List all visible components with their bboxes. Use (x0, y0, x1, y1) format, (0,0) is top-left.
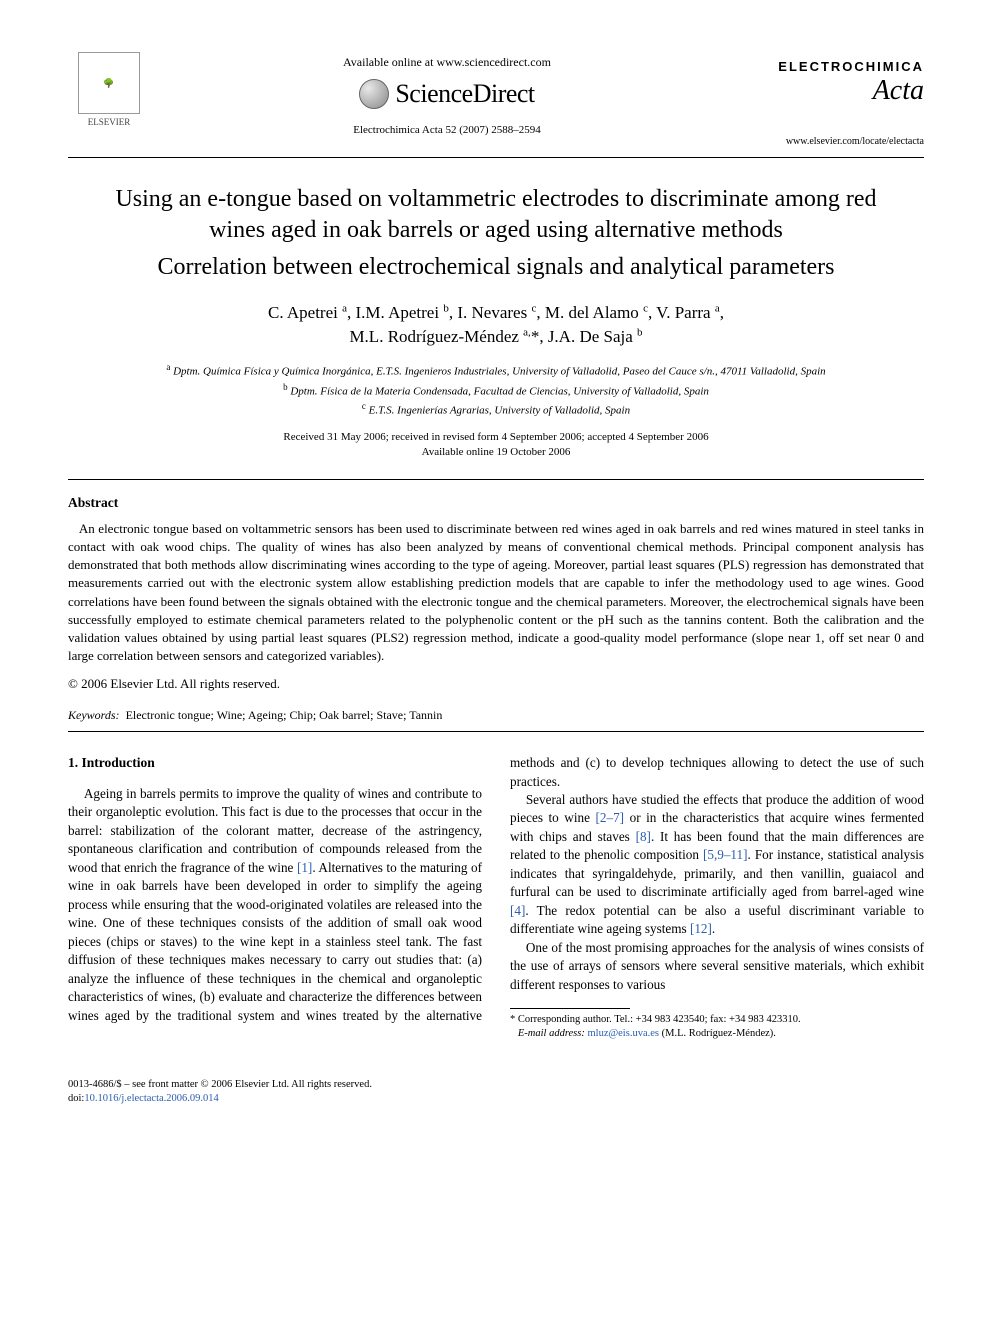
citation-5-9-11[interactable]: [5,9–11] (703, 847, 748, 862)
citation-1[interactable]: [1] (297, 860, 312, 875)
sd-brand-text: ScienceDirect (395, 76, 534, 111)
journal-url: www.elsevier.com/locate/electacta (744, 135, 924, 149)
corresponding-email-line: E-mail address: mluz@eis.uva.es (M.L. Ro… (510, 1027, 924, 1041)
citation-2-7[interactable]: [2–7] (595, 810, 624, 825)
sd-ball-icon (359, 79, 389, 109)
body-columns: 1. Introduction Ageing in barrels permit… (68, 754, 924, 1042)
affiliation-a: a Dptm. Química Física y Química Inorgán… (68, 361, 924, 381)
online-date: Available online 19 October 2006 (68, 445, 924, 460)
journal-name-script: Acta (744, 72, 924, 110)
doi-line: doi:10.1016/j.electacta.2006.09.014 (68, 1092, 924, 1106)
keywords-list: Electronic tongue; Wine; Ageing; Chip; O… (126, 708, 443, 722)
issn-line: 0013-4686/$ – see front matter © 2006 El… (68, 1078, 924, 1092)
corresponding-author: * Corresponding author. Tel.: +34 983 42… (510, 1013, 924, 1027)
authors: C. Apetrei a, I.M. Apetrei b, I. Nevares… (68, 301, 924, 349)
abstract-bottom-rule (68, 731, 924, 732)
journal-reference: Electrochimica Acta 52 (2007) 2588–2594 (150, 123, 744, 138)
affiliation-b: b Dptm. Física de la Materia Condensada,… (68, 381, 924, 401)
affiliations: a Dptm. Química Física y Química Inorgán… (68, 361, 924, 420)
intro-para-2: Several authors have studied the effects… (510, 791, 924, 939)
abstract-body: An electronic tongue based on voltammetr… (68, 520, 924, 666)
keywords-label: Keywords: (68, 708, 120, 722)
article-title: Using an e-tongue based on voltammetric … (108, 184, 884, 246)
email-link[interactable]: mluz@eis.uva.es (587, 1028, 659, 1039)
doi-link[interactable]: 10.1016/j.electacta.2006.09.014 (84, 1093, 218, 1104)
center-header: Available online at www.sciencedirect.co… (150, 52, 744, 138)
citation-12[interactable]: [12] (690, 921, 712, 936)
sciencedirect-logo: ScienceDirect (150, 76, 744, 111)
abstract-heading: Abstract (68, 494, 924, 512)
available-online-text: Available online at www.sciencedirect.co… (150, 54, 744, 70)
keywords-line: Keywords: Electronic tongue; Wine; Agein… (68, 707, 924, 723)
publisher-name: ELSEVIER (68, 116, 150, 128)
intro-para-3: One of the most promising approaches for… (510, 939, 924, 994)
journal-logo-block: ELECTROCHIMICA Acta www.elsevier.com/loc… (744, 52, 924, 149)
masthead: 🌳 ELSEVIER Available online at www.scien… (68, 52, 924, 149)
footnote-rule (510, 1008, 630, 1009)
article-dates: Received 31 May 2006; received in revise… (68, 430, 924, 461)
abstract-copyright: © 2006 Elsevier Ltd. All rights reserved… (68, 675, 924, 693)
received-date: Received 31 May 2006; received in revise… (68, 430, 924, 445)
citation-4[interactable]: [4] (510, 903, 525, 918)
footnote-block: * Corresponding author. Tel.: +34 983 42… (510, 1008, 924, 1041)
section-1-heading: 1. Introduction (68, 754, 482, 773)
page-footer: 0013-4686/$ – see front matter © 2006 El… (68, 1078, 924, 1106)
abstract-top-rule (68, 479, 924, 480)
publisher-logo: 🌳 ELSEVIER (68, 52, 150, 128)
header-rule (68, 157, 924, 158)
affiliation-c: c E.T.S. Ingenierías Agrarias, Universit… (68, 400, 924, 420)
elsevier-tree-icon: 🌳 (78, 52, 140, 114)
citation-8[interactable]: [8] (636, 829, 651, 844)
article-subtitle: Correlation between electrochemical sign… (98, 252, 894, 283)
